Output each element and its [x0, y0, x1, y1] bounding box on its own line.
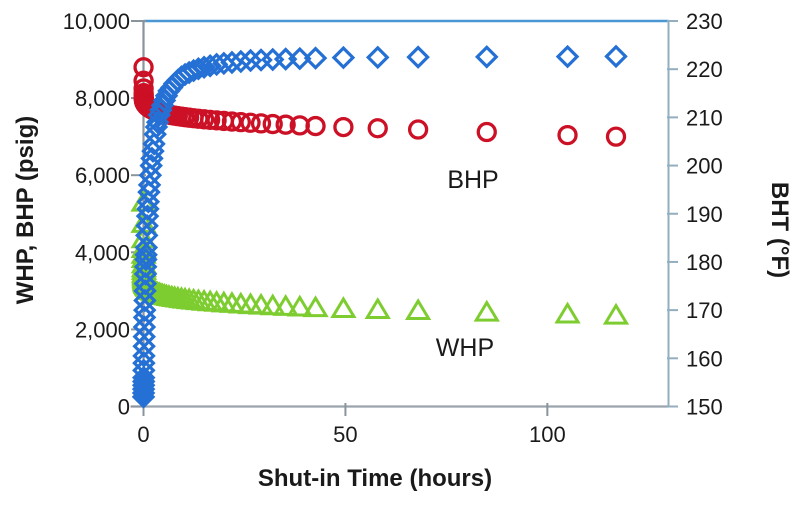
- axis-ticks-and-labels: 0 50 100 0 2,000 4,000 6,000 8,000 10,000 150 160 1…: [63, 9, 723, 447]
- data-point-bht: [238, 48, 263, 73]
- data-point-whp: [473, 299, 500, 322]
- data-point-whp: [302, 295, 329, 318]
- data-point-bht: [229, 49, 253, 74]
- x-tick-label: 50: [333, 422, 357, 447]
- data-point-whp: [404, 298, 432, 321]
- whp-series-label: WHP: [436, 334, 494, 362]
- x-axis-title: Shut-in Time (hours): [258, 465, 492, 492]
- data-point-bhp: [333, 116, 354, 138]
- data-point-bht: [192, 55, 216, 80]
- data-point-bhp: [262, 113, 283, 135]
- data-point-whp: [330, 296, 357, 319]
- data-point-bht: [133, 288, 157, 313]
- data-point-bhp: [250, 113, 272, 134]
- data-point-bhp: [230, 112, 251, 133]
- series-bht: [131, 44, 628, 409]
- data-point-bht: [303, 46, 328, 70]
- data-point-bhp: [407, 119, 429, 140]
- data-point-bht: [138, 163, 163, 187]
- left-tick-label: 4,000: [75, 240, 130, 265]
- data-point-bht: [555, 44, 580, 69]
- data-point-bht: [137, 173, 162, 197]
- data-point-bhp: [133, 57, 154, 78]
- left-tick-label: 10,000: [63, 9, 130, 34]
- data-point-bht: [186, 56, 211, 81]
- data-point-bhp: [275, 114, 296, 135]
- data-point-bhp: [605, 126, 627, 147]
- data-point-bht: [133, 271, 158, 296]
- series-whp: [130, 189, 630, 325]
- data-point-whp: [602, 302, 630, 325]
- data-point-bht: [365, 45, 390, 70]
- right-tick-label: 160: [686, 346, 723, 371]
- right-tick-label: 150: [686, 395, 723, 420]
- left-tick-label: 8,000: [75, 86, 130, 111]
- data-point-bht: [132, 298, 157, 322]
- data-point-bht: [134, 223, 159, 248]
- data-point-whp: [554, 301, 581, 324]
- right-tick-label: 180: [686, 250, 723, 275]
- data-point-bhp: [367, 118, 388, 139]
- data-point-bht: [475, 45, 499, 69]
- data-point-bht: [134, 235, 159, 260]
- left-axis-title: WHP, BHP (psig): [12, 116, 39, 304]
- data-point-bht: [181, 58, 206, 83]
- data-point-whp: [364, 297, 391, 320]
- data-point-bht: [406, 45, 430, 69]
- data-point-bht: [604, 44, 628, 69]
- data-point-bht: [288, 46, 312, 71]
- data-point-bhp: [305, 115, 326, 137]
- x-tick-label: 100: [529, 422, 566, 447]
- right-tick-label: 230: [686, 9, 723, 34]
- data-point-bht: [132, 315, 157, 339]
- data-point-bht: [132, 344, 156, 368]
- data-point-bhp: [221, 111, 243, 132]
- series-annotations: BHP WHP: [436, 166, 499, 362]
- data-point-bht: [135, 214, 159, 238]
- data-point-bhp: [199, 109, 221, 130]
- data-point-bht: [132, 324, 156, 349]
- data-point-whp: [286, 294, 313, 317]
- right-tick-label: 170: [686, 298, 723, 323]
- data-point-bhp: [557, 124, 578, 146]
- data-point-whp: [272, 293, 299, 316]
- data-point-whp: [259, 293, 286, 316]
- left-tick-label: 6,000: [75, 163, 130, 188]
- data-point-bht: [131, 369, 156, 394]
- plot-frame: [130, 19, 670, 408]
- bhp-series-label: BHP: [447, 166, 498, 194]
- left-tick-label: 0: [118, 395, 130, 420]
- data-point-bht: [212, 51, 236, 76]
- data-point-bht: [331, 45, 356, 70]
- x-tick-label: 0: [137, 422, 149, 447]
- data-point-bhp: [240, 112, 261, 133]
- left-tick-label: 2,000: [75, 317, 130, 342]
- right-tick-label: 210: [686, 105, 723, 130]
- data-point-bht: [132, 334, 156, 359]
- right-axis-title: BHT (°F): [766, 182, 793, 278]
- data-point-bhp: [476, 121, 497, 143]
- right-tick-label: 190: [686, 202, 723, 227]
- data-point-bht: [136, 189, 161, 214]
- data-point-bht: [220, 50, 244, 75]
- right-tick-label: 200: [686, 154, 723, 179]
- right-tick-label: 220: [686, 57, 723, 82]
- data-series: [130, 44, 630, 409]
